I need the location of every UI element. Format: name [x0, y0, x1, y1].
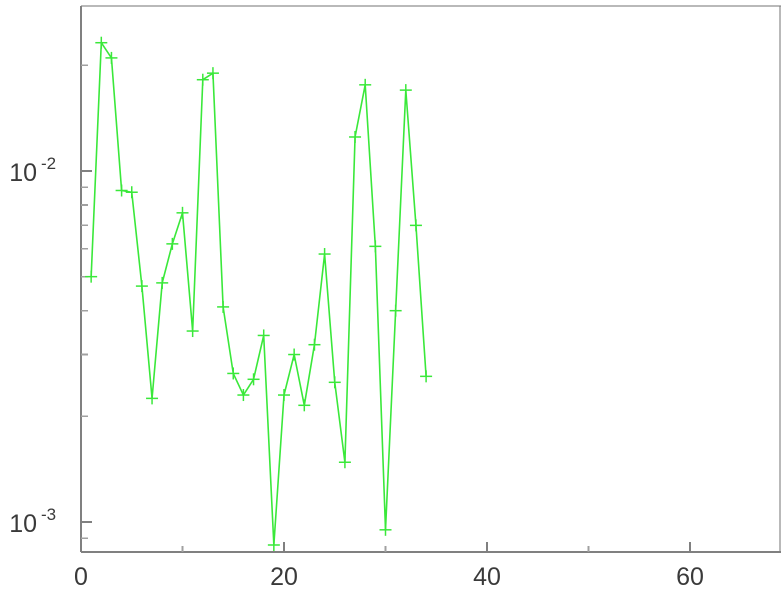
y-tick-label-mantissa: 10: [9, 510, 37, 538]
x-tick-label: 40: [473, 563, 501, 591]
y-axis-ticks: [81, 64, 92, 539]
x-axis-ticks: [80, 542, 691, 552]
y-tick-label-exponent: -3: [41, 505, 56, 524]
y-tick-label-exponent: -2: [41, 154, 56, 173]
x-axis-tick-labels: 0 20 40 60: [74, 563, 704, 591]
axes-frame: [80, 5, 781, 553]
x-tick-label: 20: [270, 563, 298, 591]
x-tick-label: 0: [74, 563, 88, 591]
x-tick-label: 60: [676, 563, 704, 591]
data-line-error[interactable]: [90, 41, 427, 546]
y-tick-label-mantissa: 10: [9, 159, 37, 187]
data-series-group[interactable]: [85, 36, 433, 551]
y-axis-tick-labels: 10-210-3: [9, 154, 56, 538]
data-markers-error[interactable]: [85, 36, 433, 551]
